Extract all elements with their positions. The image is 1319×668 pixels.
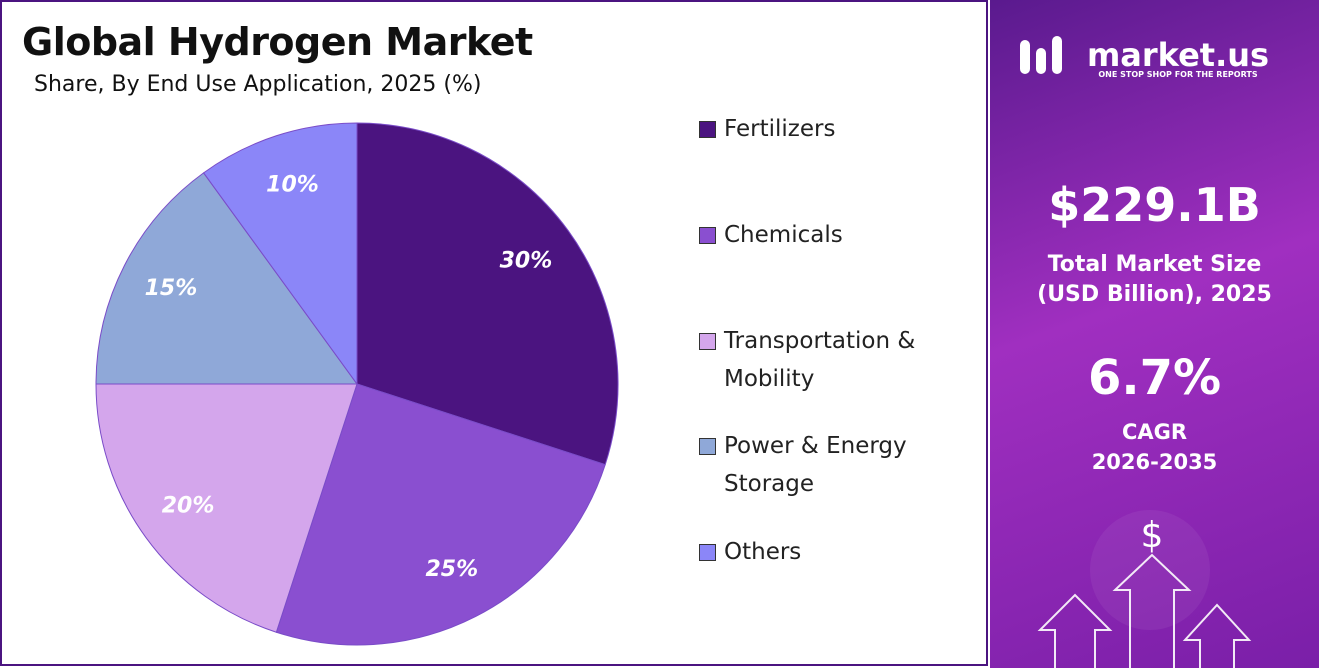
market-size-label: Total Market Size (USD Billion), 2025	[1037, 252, 1272, 307]
legend-swatch	[699, 438, 716, 455]
pie-slice	[202, 122, 358, 386]
legend-label: Chemicals	[724, 222, 843, 248]
decoration: $	[1020, 36, 1252, 668]
pie-chart: 30% 25% 20% 15% 10%	[95, 122, 619, 646]
legend-item: Transportation & Mobility	[699, 322, 959, 398]
legend-swatch	[699, 227, 716, 244]
market-size: $229.1B	[1048, 178, 1261, 232]
legend-item: Others	[699, 533, 959, 571]
dollar-icon: $	[1141, 515, 1164, 556]
pie-slice	[275, 383, 606, 646]
pie-slice	[356, 122, 619, 466]
legend-label: Power & Energy Storage	[724, 433, 907, 497]
chart-title: Global Hydrogen Market	[22, 20, 533, 64]
data-label: 30%	[500, 248, 553, 273]
cagr-label: CAGR	[1121, 420, 1188, 444]
legend-label: Others	[724, 539, 802, 565]
pie-slice	[95, 383, 358, 633]
cagr: 6.7%	[1087, 350, 1222, 406]
chart-panel: Global Hydrogen Market Share, By End Use…	[0, 0, 988, 666]
tagline: ONE STOP SHOP FOR THE REPORTS	[1098, 70, 1258, 79]
summary-panel: $ market.us ONE STOP SHOP FOR THE REPORT…	[990, 0, 1319, 668]
data-label: 20%	[162, 494, 215, 519]
pie-slice	[95, 172, 358, 385]
cagr-period: 2026-2035	[1091, 450, 1218, 474]
legend-swatch	[699, 121, 716, 138]
legend-swatch	[699, 544, 716, 561]
legend-item: Fertilizers	[699, 110, 959, 148]
chart-subtitle: Share, By End Use Application, 2025 (%)	[34, 72, 482, 97]
brand: market.us	[1086, 36, 1270, 74]
legend-label: Fertilizers	[724, 116, 836, 142]
legend-swatch	[699, 333, 716, 350]
data-label: 15%	[145, 276, 198, 301]
data-label: 25%	[425, 557, 478, 582]
data-label: 10%	[266, 172, 319, 197]
legend-item: Power & Energy Storage	[699, 427, 959, 503]
legend-label: Transportation & Mobility	[724, 328, 916, 392]
legend-item: Chemicals	[699, 216, 959, 254]
